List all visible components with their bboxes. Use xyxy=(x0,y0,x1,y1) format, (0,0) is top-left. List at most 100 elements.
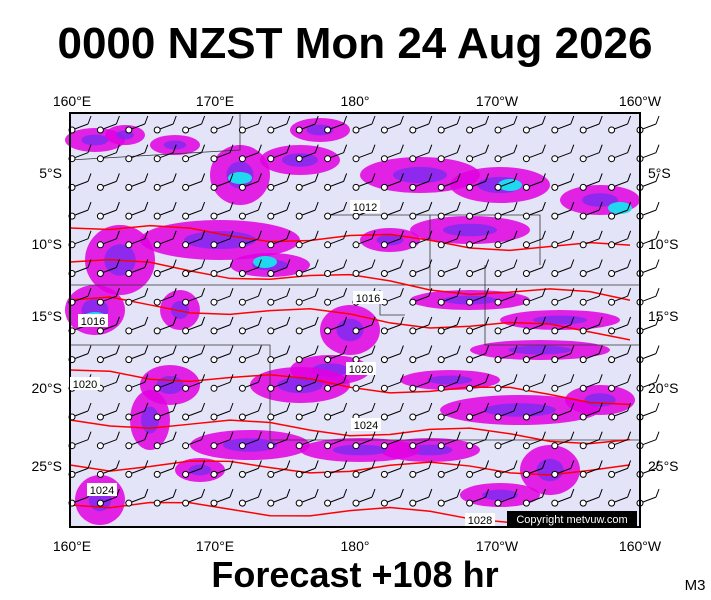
wind-station xyxy=(409,384,417,392)
wind-station xyxy=(324,327,332,335)
wind-barb-feather xyxy=(314,259,319,268)
wind-barb-feather xyxy=(229,431,234,440)
wind-barb-feather xyxy=(286,460,291,469)
wind-barb-feather xyxy=(541,173,546,182)
wind-station xyxy=(466,241,474,249)
boundary xyxy=(484,265,640,346)
wind-barb-feather xyxy=(399,115,404,125)
wind-station xyxy=(125,212,133,220)
wind-barb-feather xyxy=(115,431,120,440)
wind-station xyxy=(608,442,616,450)
wind-station xyxy=(608,356,616,364)
wind-barb-feather xyxy=(314,115,319,125)
wind-barb-feather xyxy=(570,316,575,326)
wind-station xyxy=(437,442,445,450)
wind-barb-feather xyxy=(456,230,461,239)
wind-station xyxy=(96,470,104,478)
wind-barb-feather xyxy=(115,374,120,383)
wind-barb-feather xyxy=(172,345,177,354)
wind-station xyxy=(437,384,445,392)
wind-barb-feather xyxy=(314,374,319,383)
wind-station xyxy=(267,356,275,364)
wind-station xyxy=(551,241,559,249)
precip-core xyxy=(427,375,473,385)
wind-station xyxy=(238,356,246,364)
right-lat-label: 10°S xyxy=(648,236,679,252)
wind-barb-feather xyxy=(598,460,603,469)
wind-barb-feather xyxy=(627,374,632,383)
wind-barb-feather xyxy=(115,288,120,297)
wind-barb-feather xyxy=(655,115,660,125)
wind-barb-feather xyxy=(343,288,348,297)
wind-station xyxy=(437,126,445,134)
wind-barb-feather xyxy=(343,230,348,239)
wind-barb-feather xyxy=(115,345,120,354)
wind-station xyxy=(380,270,388,277)
wind-barb-feather xyxy=(456,374,461,383)
wind-station xyxy=(182,470,190,478)
wind-barb-feather xyxy=(485,288,490,297)
wind-station xyxy=(466,212,474,220)
wind-station xyxy=(380,442,388,450)
wind-station xyxy=(267,241,275,249)
bottom-lon-label: 170°W xyxy=(476,538,519,554)
wind-barb-feather xyxy=(257,374,262,383)
wind-barb-feather xyxy=(201,144,206,153)
wind-barb-feather xyxy=(286,230,291,239)
wind-station xyxy=(96,212,104,220)
wind-station xyxy=(295,183,303,191)
wind-barb-feather xyxy=(598,115,603,125)
wind-barb-feather xyxy=(627,402,632,412)
wind-station xyxy=(522,413,530,421)
wind-barb-feather xyxy=(456,201,461,211)
precip-core xyxy=(536,458,564,482)
wind-barb-feather xyxy=(257,431,262,440)
wind-barb-feather xyxy=(257,201,262,211)
wind-station xyxy=(153,298,161,306)
wind-barb-feather xyxy=(144,115,149,125)
wind-barb-feather xyxy=(257,144,262,153)
wind-barb-feather xyxy=(513,115,518,125)
wind-station xyxy=(579,212,587,220)
wind-barb-feather xyxy=(172,173,177,182)
wind-barb-feather xyxy=(399,316,404,326)
wind-barb-feather xyxy=(570,115,575,125)
wind-barb-feather xyxy=(541,431,546,440)
wind-station xyxy=(153,212,161,220)
wind-barb-feather xyxy=(655,345,660,354)
wind-station xyxy=(295,298,303,306)
precip-peak xyxy=(253,256,277,268)
wind-station xyxy=(522,183,530,191)
wind-barb-feather xyxy=(570,259,575,268)
wind-station xyxy=(210,384,218,392)
wind-station xyxy=(182,356,190,364)
precip-core xyxy=(393,166,447,184)
wind-station xyxy=(551,499,559,507)
wind-station xyxy=(210,241,218,249)
wind-barb-feather xyxy=(314,173,319,182)
wind-barb-feather xyxy=(371,460,376,469)
wind-barb-feather xyxy=(371,144,376,153)
wind-station xyxy=(352,499,360,507)
wind-barb-feather xyxy=(570,460,575,469)
wind-station xyxy=(238,384,246,392)
wind-station xyxy=(466,442,474,450)
precip-core xyxy=(156,376,184,394)
wind-station xyxy=(125,298,133,306)
wind-barb-feather xyxy=(144,316,149,326)
wind-barb-feather xyxy=(286,374,291,383)
wind-station xyxy=(579,470,587,478)
wind-station xyxy=(295,413,303,421)
wind-barb-feather xyxy=(371,345,376,354)
wind-station xyxy=(380,327,388,335)
wind-barb-feather xyxy=(655,259,660,268)
wind-barb-feather xyxy=(201,460,206,469)
wind-station xyxy=(522,155,530,163)
wind-barb-feather xyxy=(343,460,348,469)
wind-barb-feather xyxy=(144,460,149,469)
wind-barb-feather xyxy=(598,316,603,326)
wind-barb-feather xyxy=(541,115,546,125)
copyright-box xyxy=(507,511,637,527)
wind-station xyxy=(409,499,417,507)
